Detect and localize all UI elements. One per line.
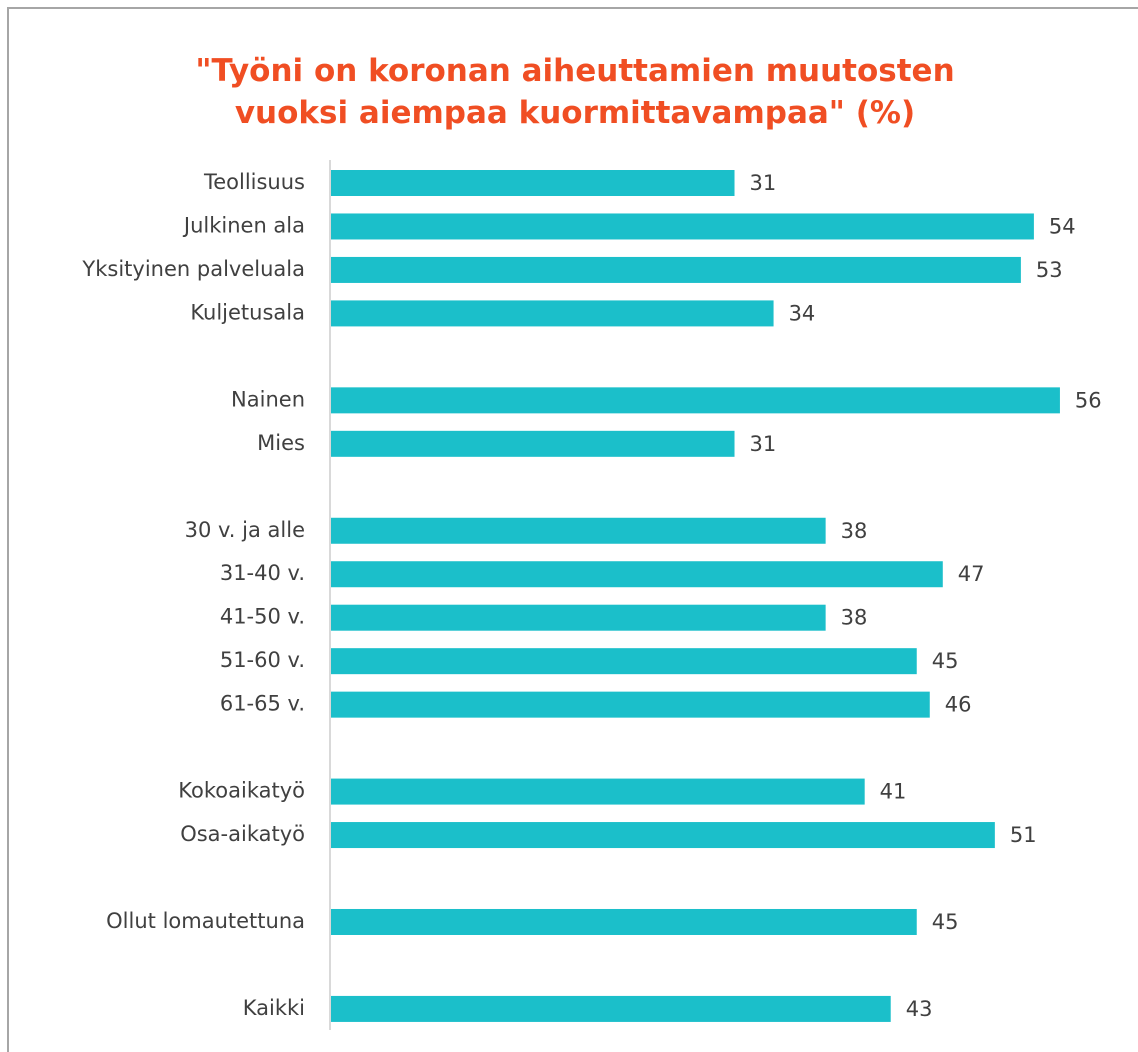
category-label: 51-60 v. — [220, 648, 305, 672]
category-label: 30 v. ja alle — [185, 518, 305, 542]
category-label: Kaikki — [243, 996, 305, 1020]
value-label: 54 — [1049, 214, 1076, 238]
value-label: 45 — [932, 649, 959, 673]
value-label: 45 — [932, 910, 959, 934]
bar — [331, 430, 735, 457]
category-label: Nainen — [231, 387, 305, 411]
bar — [331, 822, 995, 849]
value-label: 43 — [906, 997, 933, 1021]
category-label: Kuljetusala — [190, 300, 305, 324]
bar — [331, 648, 917, 675]
bar — [331, 604, 826, 631]
value-label: 46 — [945, 693, 972, 717]
category-label: Teollisuus — [203, 170, 305, 194]
bar — [331, 300, 774, 327]
value-label: 56 — [1075, 388, 1102, 412]
category-label: 61-65 v. — [220, 692, 305, 716]
value-label: 38 — [841, 519, 868, 543]
value-label: 41 — [880, 780, 907, 804]
value-label: 51 — [1010, 823, 1037, 847]
category-label: Yksityinen palveluala — [81, 257, 305, 281]
value-label: 47 — [958, 562, 985, 586]
value-label: 34 — [789, 301, 816, 325]
category-label: Kokoaikatyö — [178, 779, 305, 803]
bar — [331, 213, 1034, 240]
bar — [331, 778, 865, 805]
bar — [331, 691, 930, 718]
category-label: Ollut lomautettuna — [106, 909, 305, 933]
bar — [331, 561, 943, 588]
bar — [331, 170, 735, 196]
bar — [331, 256, 1021, 283]
bar — [331, 517, 826, 544]
bar — [331, 387, 1060, 414]
category-label: Julkinen ala — [182, 213, 305, 237]
category-label: Osa-aikatyö — [180, 822, 305, 846]
chart-title: "Työni on koronan aiheuttamien muutosten… — [195, 53, 955, 131]
category-label: 31-40 v. — [220, 561, 305, 585]
value-label: 31 — [750, 171, 777, 195]
value-label: 38 — [841, 606, 868, 630]
frame — [7, 7, 1138, 1052]
value-label: 31 — [750, 432, 777, 456]
category-label: Mies — [257, 431, 305, 455]
value-label: 53 — [1036, 258, 1063, 282]
bar — [331, 908, 917, 935]
bar — [331, 995, 891, 1022]
category-label: 41-50 v. — [220, 605, 305, 629]
